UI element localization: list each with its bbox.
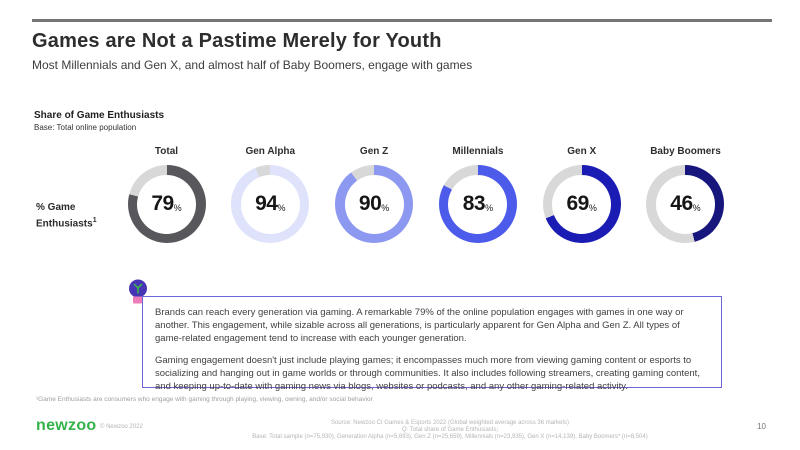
chart-base-note: Base: Total online population bbox=[34, 123, 137, 132]
donut-value-unit: % bbox=[588, 202, 597, 213]
donut-category-label: Baby Boomers bbox=[650, 146, 721, 157]
donut-category-label: Gen Z bbox=[359, 146, 389, 157]
page-title: Games are Not a Pastime Merely for Youth bbox=[32, 30, 442, 52]
donut-value: 83% bbox=[448, 174, 508, 234]
source-line-2: Q: Total share of Game Enthusiasts; bbox=[401, 427, 499, 433]
top-divider bbox=[32, 19, 772, 22]
source-block: Source: Newzoo CI Games & Esports 2022 (… bbox=[150, 420, 750, 441]
donut-value: 69% bbox=[552, 174, 612, 234]
donut-ring: 69% bbox=[542, 165, 621, 243]
donut-value-unit: % bbox=[277, 202, 286, 213]
donut-value: 94% bbox=[240, 174, 300, 234]
donut-category-label: Total bbox=[154, 146, 179, 157]
donut-baby-boomers: Baby Boomers 46% bbox=[637, 146, 734, 243]
insight-callout-box: Brands can reach every generation via ga… bbox=[142, 296, 722, 392]
donut-value-number: 46 bbox=[670, 192, 693, 215]
donut-value-number: 79 bbox=[151, 192, 174, 215]
row-label-line2: Enthusiasts bbox=[36, 218, 93, 230]
callout-paragraph-2: Gaming engagement doesn't just include p… bbox=[155, 355, 700, 392]
donut-value-number: 83 bbox=[462, 192, 486, 215]
donut-gen-x: Gen X 69% bbox=[533, 146, 630, 243]
newzoo-logo: newzoo bbox=[36, 417, 97, 434]
donut-value-unit: % bbox=[381, 202, 390, 213]
donut-value: 46% bbox=[655, 174, 715, 234]
donut-ring: 94% bbox=[231, 165, 310, 243]
donut-category-label: Gen X bbox=[567, 146, 597, 157]
donut-value-number: 90 bbox=[358, 192, 382, 215]
callout-paragraph-1: Brands can reach every generation via ga… bbox=[155, 307, 684, 344]
donut-ring: 79% bbox=[127, 165, 206, 243]
donut-ring: 90% bbox=[335, 165, 414, 243]
donut-ring: 83% bbox=[438, 165, 517, 243]
footnote: ¹Game Enthusiasts are consumers who enga… bbox=[36, 396, 373, 403]
page-number: 10 bbox=[757, 422, 766, 431]
source-line-1: Source: Newzoo CI Games & Esports 2022 (… bbox=[330, 420, 570, 426]
copyright-text: © Newzoo 2022 bbox=[100, 424, 143, 430]
donut-category-label: Millennials bbox=[452, 146, 504, 157]
donut-gen-z: Gen Z 90% bbox=[326, 146, 423, 243]
donut-chart-row: Total 79% Gen Alpha 94% Gen Z 90% Millennials 8… bbox=[118, 146, 734, 243]
donut-value-unit: % bbox=[173, 202, 182, 213]
page-subtitle: Most Millennials and Gen X, and almost h… bbox=[32, 58, 473, 72]
chart-heading: Share of Game Enthusiasts bbox=[34, 110, 165, 121]
lightbulb-icon bbox=[129, 279, 147, 304]
donut-value: 90% bbox=[344, 174, 404, 234]
donut-value-number: 69 bbox=[566, 192, 590, 215]
donut-value-number: 94 bbox=[255, 192, 278, 215]
donut-ring: 46% bbox=[646, 165, 725, 243]
donut-millennials: Millennials 83% bbox=[429, 146, 526, 243]
source-line-3: Base: Total sample (n=75,930), Generatio… bbox=[252, 434, 648, 440]
donut-gen-alpha: Gen Alpha 94% bbox=[222, 146, 319, 243]
donut-value: 79% bbox=[137, 174, 196, 234]
donut-value-unit: % bbox=[692, 202, 701, 213]
donut-value-unit: % bbox=[485, 202, 494, 213]
row-label-footnote-marker: 1 bbox=[92, 217, 97, 224]
chart-row-label: % Game Enthusiasts1 bbox=[36, 201, 97, 230]
row-label-line1: % Game bbox=[36, 202, 76, 213]
donut-total: Total 79% bbox=[118, 146, 215, 243]
donut-category-label: Gen Alpha bbox=[245, 146, 296, 157]
